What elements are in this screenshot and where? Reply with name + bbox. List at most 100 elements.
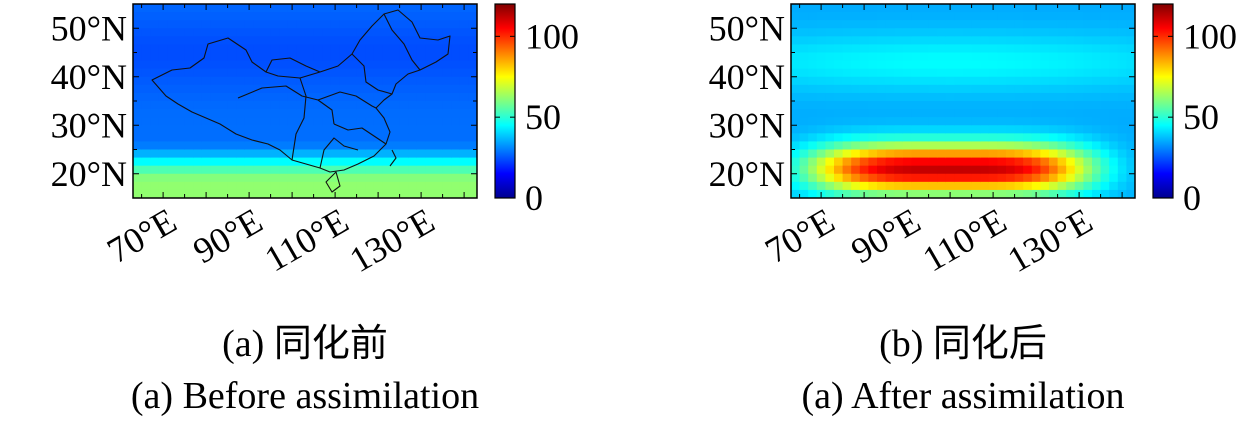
- heatmap-cell: [382, 76, 392, 86]
- heatmap-cell: [253, 101, 263, 110]
- heatmap-cell: [382, 117, 392, 126]
- heatmap-cell: [1092, 36, 1102, 46]
- heatmap-cell: [348, 20, 358, 29]
- heatmap-cell: [459, 20, 469, 29]
- heatmap-cell: [1126, 181, 1135, 191]
- heatmap-cell: [459, 92, 469, 102]
- heatmap-cell: [911, 173, 921, 183]
- heatmap-cell: [1040, 36, 1050, 46]
- heatmap-cell: [434, 157, 444, 167]
- heatmap-cell: [1014, 12, 1024, 21]
- heatmap-cell: [1126, 125, 1135, 134]
- heatmap-cell: [894, 76, 904, 86]
- heatmap-cell: [227, 20, 237, 29]
- heatmap-cell: [963, 117, 973, 126]
- heatmap-cell: [937, 12, 947, 21]
- heatmap-cell: [434, 181, 444, 191]
- heatmap-cell: [287, 173, 297, 183]
- heatmap-cell: [842, 68, 852, 78]
- heatmap-cell: [1083, 133, 1093, 143]
- heatmap-cell: [416, 68, 426, 78]
- heatmap-cell: [963, 28, 973, 37]
- heatmap-cell: [201, 60, 211, 70]
- heatmap-cell: [451, 173, 461, 183]
- heatmap-cell: [322, 44, 332, 54]
- heatmap-cell: [799, 173, 809, 183]
- heatmap-cell: [816, 60, 826, 70]
- heatmap-cell: [382, 44, 392, 54]
- heatmap-cell: [842, 165, 852, 175]
- heatmap-cell: [1100, 133, 1110, 143]
- heatmap-cell: [176, 149, 186, 159]
- heatmap-cell: [1092, 101, 1102, 110]
- heatmap-cell: [244, 125, 254, 134]
- heatmap-cell: [236, 4, 246, 13]
- heatmap-cell: [954, 133, 964, 143]
- heatmap-cell: [1109, 68, 1119, 78]
- heatmap-cell: [305, 76, 315, 86]
- heatmap-cell: [459, 76, 469, 86]
- heatmap-cell: [425, 92, 435, 102]
- heatmap-cell: [434, 141, 444, 151]
- heatmap-cell: [356, 4, 366, 13]
- heatmap-cell: [1006, 189, 1016, 198]
- heatmap-cell: [825, 157, 835, 167]
- heatmap-cell: [279, 189, 289, 198]
- heatmap-cell: [210, 20, 220, 29]
- heatmap-cell: [945, 28, 955, 37]
- colorbar-tick-label: 100: [1183, 16, 1237, 56]
- heatmap-cell: [1014, 52, 1024, 62]
- heatmap-cell: [262, 165, 272, 175]
- heatmap-cell: [1006, 149, 1016, 159]
- heatmap-cell: [296, 173, 306, 183]
- heatmap-cell: [1109, 12, 1119, 21]
- heatmap-cell: [1126, 44, 1135, 54]
- heatmap-cell: [468, 84, 477, 94]
- heatmap-cell: [330, 165, 340, 175]
- heatmap-cell: [971, 12, 981, 21]
- heatmap-cell: [1117, 181, 1127, 191]
- heatmap-cell: [356, 133, 366, 143]
- heatmap-cell: [459, 84, 469, 94]
- heatmap-cell: [1100, 84, 1110, 94]
- heatmap-cell: [868, 157, 878, 167]
- heatmap-cell: [373, 181, 383, 191]
- heatmap-cell: [322, 12, 332, 21]
- x-tick-label: 130°E: [1001, 200, 1099, 280]
- heatmap-cell: [373, 28, 383, 37]
- heatmap-cell: [911, 133, 921, 143]
- heatmap-cell: [1049, 4, 1059, 13]
- heatmap-cell: [382, 20, 392, 29]
- heatmap-cell: [928, 12, 938, 21]
- heatmap-cell: [451, 20, 461, 29]
- heatmap-cell: [1057, 36, 1067, 46]
- heatmap-cell: [937, 141, 947, 151]
- heatmap-cell: [1066, 36, 1076, 46]
- heatmap-cell: [236, 84, 246, 94]
- heatmap-cell: [834, 44, 844, 54]
- heatmap-cell: [963, 133, 973, 143]
- heatmap-cell: [442, 52, 452, 62]
- heatmap-cell: [391, 101, 401, 110]
- heatmap-cell: [877, 36, 887, 46]
- heatmap-cell: [365, 76, 375, 86]
- heatmap-cell: [313, 36, 323, 46]
- heatmap-cell: [425, 117, 435, 126]
- heatmap-cell: [434, 117, 444, 126]
- heatmap-cell: [313, 157, 323, 167]
- heatmap-cell: [808, 12, 818, 21]
- heatmap-cell: [244, 60, 254, 70]
- heatmap-cell: [851, 173, 861, 183]
- heatmap-cell: [313, 173, 323, 183]
- heatmap-cell: [279, 157, 289, 167]
- heatmap-cell: [262, 133, 272, 143]
- heatmap-cell: [176, 133, 186, 143]
- heatmap-cell: [1023, 165, 1033, 175]
- heatmap-cell: [356, 109, 366, 118]
- heatmap-cell: [928, 141, 938, 151]
- heatmap-cell: [877, 157, 887, 167]
- heatmap-cell: [799, 84, 809, 94]
- heatmap-cell: [442, 149, 452, 159]
- heatmap-cell: [330, 60, 340, 70]
- heatmap-cell: [868, 28, 878, 37]
